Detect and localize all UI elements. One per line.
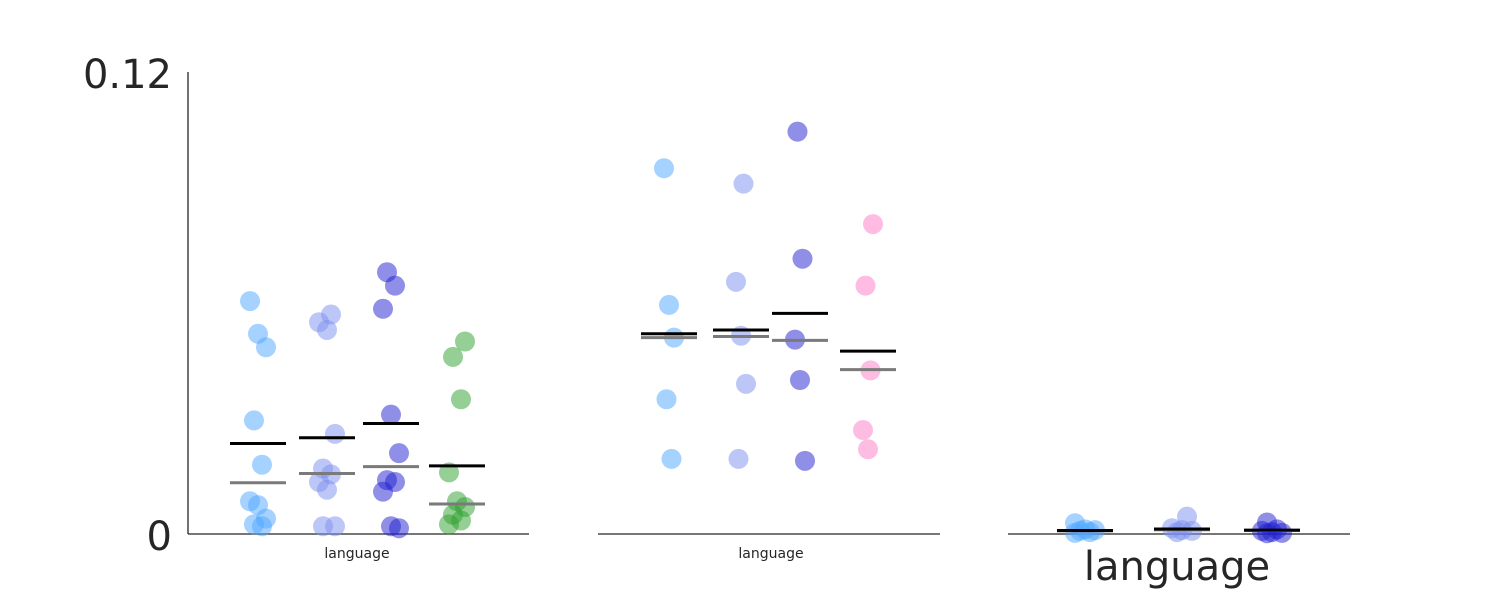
data-point bbox=[858, 439, 878, 460]
data-point bbox=[795, 450, 815, 471]
panel-2-marks bbox=[641, 121, 896, 471]
data-point bbox=[736, 373, 756, 394]
data-point bbox=[240, 291, 260, 312]
data-point bbox=[373, 481, 393, 502]
data-point bbox=[855, 275, 876, 296]
data-point bbox=[733, 173, 754, 194]
data-point bbox=[1257, 523, 1277, 544]
data-point bbox=[389, 518, 409, 539]
data-point bbox=[439, 514, 459, 535]
data-point bbox=[252, 454, 272, 475]
panel-2: language bbox=[598, 121, 940, 562]
data-point bbox=[1272, 522, 1292, 543]
x-axis-label-panel-3: language bbox=[1084, 544, 1270, 590]
data-point bbox=[313, 516, 333, 537]
data-point bbox=[389, 443, 409, 464]
data-point bbox=[443, 346, 463, 367]
panel-3: language bbox=[1008, 506, 1350, 590]
data-point bbox=[787, 121, 808, 142]
data-point bbox=[863, 214, 883, 235]
data-point bbox=[661, 448, 682, 469]
data-point bbox=[244, 410, 264, 431]
data-point bbox=[256, 337, 276, 358]
data-point bbox=[317, 319, 337, 340]
x-axis-label-panel-2: language bbox=[738, 546, 803, 562]
data-point bbox=[439, 462, 459, 483]
y-tick-label-top: 0.12 bbox=[83, 52, 172, 98]
data-point bbox=[455, 331, 475, 352]
data-point bbox=[792, 248, 813, 269]
data-point bbox=[252, 516, 272, 537]
data-point bbox=[726, 271, 746, 292]
data-point bbox=[1167, 522, 1187, 543]
data-point bbox=[656, 389, 677, 410]
x-axis-label-panel-1: language bbox=[324, 546, 389, 562]
y-tick-label-zero: 0 bbox=[147, 514, 172, 560]
data-point bbox=[381, 404, 401, 425]
data-point bbox=[1065, 522, 1085, 543]
data-point bbox=[325, 423, 345, 444]
data-point bbox=[728, 448, 749, 469]
panel-1-marks bbox=[230, 262, 485, 539]
data-point bbox=[659, 294, 679, 315]
panel-3-marks bbox=[1057, 506, 1300, 544]
data-point bbox=[373, 298, 393, 319]
data-point bbox=[790, 370, 810, 390]
data-point bbox=[853, 420, 873, 441]
data-point bbox=[451, 389, 471, 410]
data-point bbox=[317, 479, 337, 500]
data-point bbox=[654, 158, 674, 179]
data-point bbox=[385, 275, 405, 296]
panel-1: 0.12 0 language bbox=[83, 52, 529, 562]
